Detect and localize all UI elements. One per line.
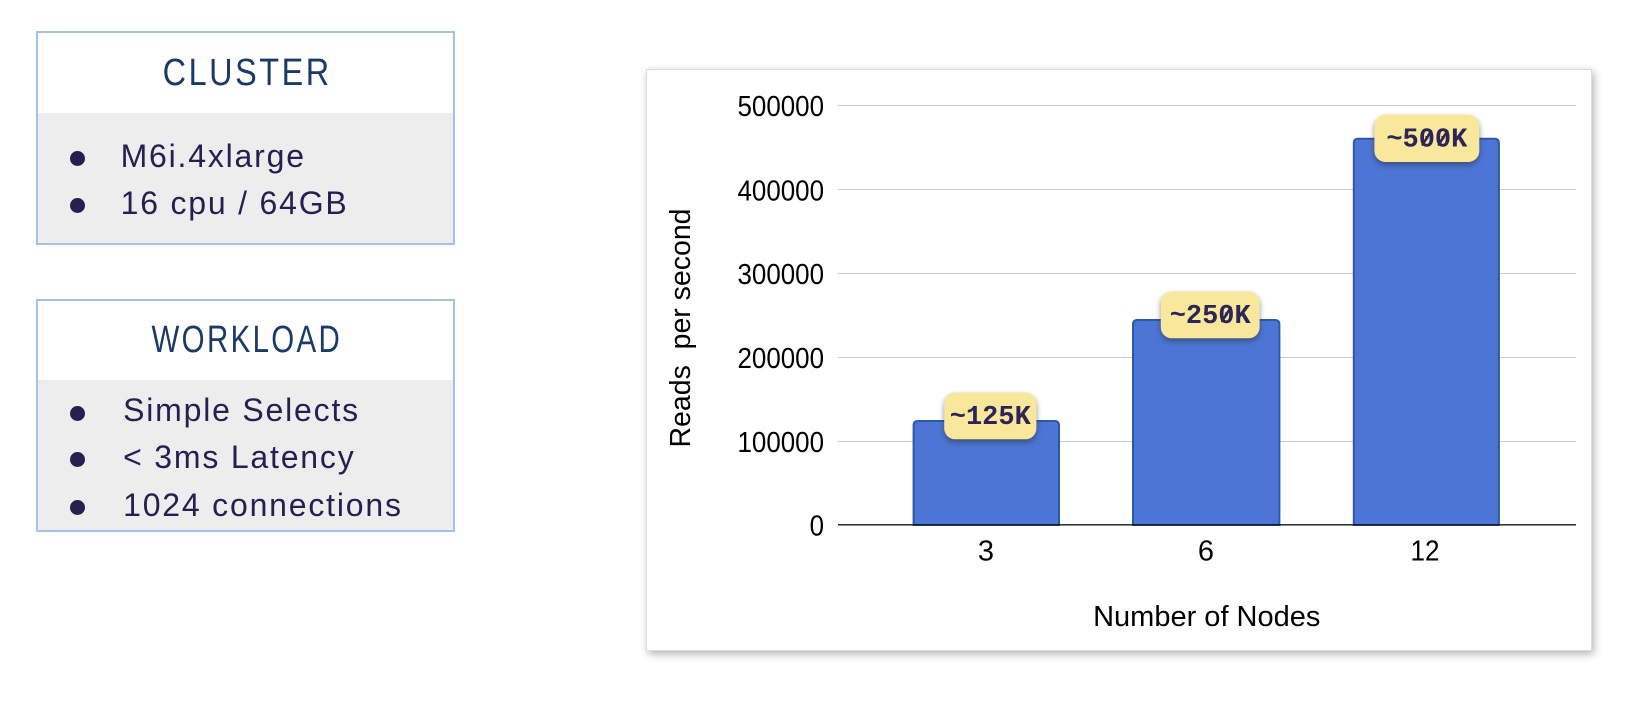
svg-text:6: 6 (1198, 535, 1214, 567)
svg-text:12: 12 (1411, 535, 1440, 567)
svg-text:~125K: ~125K (950, 403, 1032, 433)
svg-text:~250K: ~250K (1170, 302, 1252, 332)
svg-text:0: 0 (810, 511, 824, 543)
svg-text:400000: 400000 (738, 175, 825, 207)
svg-text:Number of Nodes: Number of Nodes (1093, 601, 1320, 633)
svg-text:300000: 300000 (738, 259, 825, 291)
svg-text:3: 3 (978, 535, 994, 567)
svg-text:500000: 500000 (738, 91, 825, 123)
svg-text:Reads per second: Reads per second (665, 209, 697, 448)
svg-text:~500K: ~500K (1386, 125, 1468, 155)
svg-text:100000: 100000 (738, 427, 825, 459)
svg-text:200000: 200000 (738, 343, 825, 375)
